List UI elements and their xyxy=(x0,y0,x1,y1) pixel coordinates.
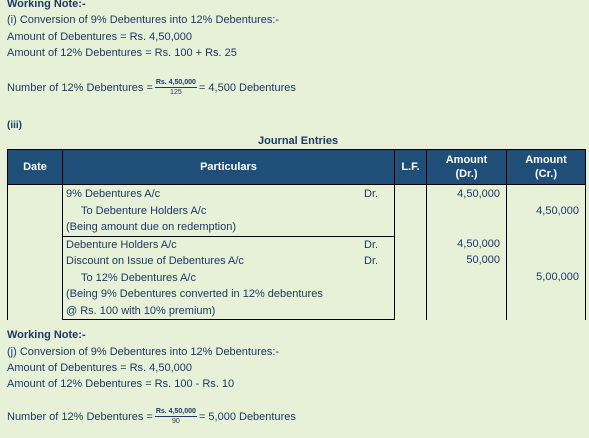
working-note-2-line-3: Amount of 12% Debentures = Rs. 100 - Rs.… xyxy=(7,378,235,390)
entry-1-line-3: (Being amount due on redemption) xyxy=(66,221,236,233)
working-note-2-line-1: (j) Conversion of 9% Debentures into 12%… xyxy=(7,346,280,358)
fraction: Rs. 4,50,000 125 xyxy=(154,78,197,98)
working-note-2-title: Working Note:- xyxy=(7,329,86,341)
entry-1-amount-dr: 4,50,000 xyxy=(457,188,500,200)
fraction-denominator: 125 xyxy=(170,89,182,96)
header-date: Date xyxy=(7,149,63,185)
working-note-1-calculation: Number of 12% Debentures = Rs. 4,50,000 … xyxy=(7,78,296,98)
calculation-result: = 5,000 Debentures xyxy=(198,411,296,423)
working-note-2-calculation: Number of 12% Debentures = Rs. 4,50,000 … xyxy=(7,407,296,427)
entry-2-amount-cr: 5,00,000 xyxy=(536,270,579,283)
header-amount-dr: Amount (Dr.) xyxy=(426,149,507,185)
amount-dr-cell: 4,50,000 4,50,000 50,000 xyxy=(426,184,507,320)
calculation-result: = 4,500 Debentures xyxy=(198,82,296,94)
header-amount-dr-line-1: Amount xyxy=(445,154,488,166)
header-particulars: Particulars xyxy=(62,149,395,185)
journal-title: Journal Entries xyxy=(258,135,339,147)
entry-1-line-1: 9% Debentures A/c xyxy=(66,188,161,200)
particulars-cell: Debenture Holders A/c Discount on Issue … xyxy=(62,236,395,320)
entry-1-amount-cr: 4,50,000 xyxy=(536,204,579,217)
calculation-label: Number of 12% Debentures = xyxy=(7,411,153,423)
entry-2-amount-dr-1: 4,50,000 xyxy=(457,237,500,250)
table-row: 9% Debentures A/c To Debenture Holders A… xyxy=(7,184,586,320)
fraction-denominator: 90 xyxy=(171,418,180,425)
working-note-1-line-2: Amount of Debentures = Rs. 4,50,000 xyxy=(7,31,192,43)
entry-1-line-2: To Debenture Holders A/c xyxy=(81,204,207,217)
entry-2-line-4: (Being 9% Debentures converted in 12% de… xyxy=(66,288,323,300)
section-label: (iii) xyxy=(7,120,22,131)
working-note-1-line-3: Amount of 12% Debentures = Rs. 100 + Rs.… xyxy=(7,47,237,59)
header-lf: L.F. xyxy=(394,149,427,185)
fraction-numerator: Rs. 4,50,000 xyxy=(154,408,197,417)
fraction: Rs. 4,50,000 90 xyxy=(154,407,197,427)
header-amount-dr-line-2: (Dr.) xyxy=(455,168,478,180)
table-row: Debenture Holders A/c Discount on Issue … xyxy=(8,236,586,320)
entry-2-line-5: @ Rs. 100 with 10% premium) xyxy=(66,304,216,317)
calculation-label: Number of 12% Debentures = xyxy=(7,82,153,94)
entry-2-amount-dr-2: 50,000 xyxy=(466,254,500,266)
entry-2-line-2: Discount on Issue of Debentures A/c xyxy=(66,255,244,267)
particulars-cell: 9% Debentures A/c To Debenture Holders A… xyxy=(62,184,395,237)
date-cell xyxy=(7,184,63,320)
header-amount-cr-line-1: Amount xyxy=(525,154,567,166)
entry-2-dr-marker-1: Dr. xyxy=(364,238,379,251)
fraction-numerator: Rs. 4,50,000 xyxy=(154,79,197,88)
lf-cell xyxy=(394,184,427,320)
header-amount-cr-line-2: (Cr.) xyxy=(535,168,557,180)
table-header-row: Date Particulars L.F. Amount (Dr.) Amoun… xyxy=(7,149,586,185)
amount-cr-cell: 4,50,000 5,00,000 xyxy=(506,184,586,320)
working-note-1-line-1: (i) Conversion of 9% Debentures into 12%… xyxy=(7,14,280,26)
header-amount-cr: Amount (Cr.) xyxy=(506,149,586,185)
entry-2-dr-marker-2: Dr. xyxy=(364,255,379,267)
journal-entries-table: Date Particulars L.F. Amount (Dr.) Amoun… xyxy=(7,149,586,320)
working-note-1-title: Working Note:- xyxy=(7,0,86,10)
entry-2-line-3: To 12% Debentures A/c xyxy=(81,271,196,284)
working-note-2-line-2: Amount of Debentures = Rs. 4,50,000 xyxy=(7,362,192,374)
entry-1-dr-marker: Dr. xyxy=(364,188,379,200)
entry-2-line-1: Debenture Holders A/c xyxy=(66,238,177,251)
